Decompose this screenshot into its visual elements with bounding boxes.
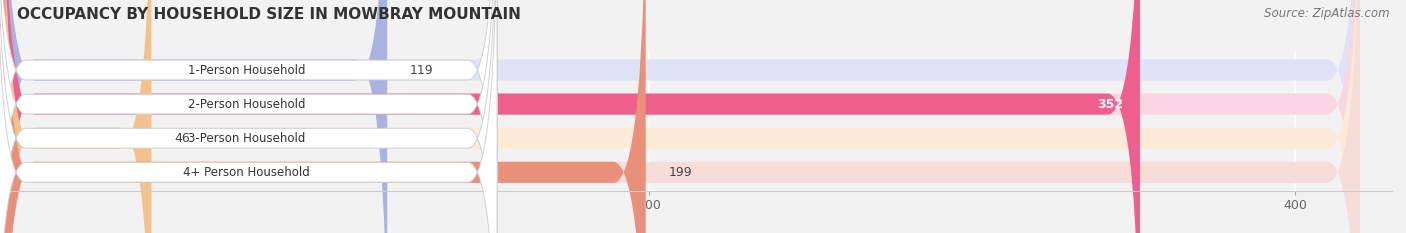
FancyBboxPatch shape: [0, 0, 498, 233]
FancyBboxPatch shape: [3, 0, 152, 233]
Text: 2-Person Household: 2-Person Household: [188, 98, 305, 111]
Text: 352: 352: [1098, 98, 1123, 111]
Text: 4+ Person Household: 4+ Person Household: [183, 166, 311, 179]
FancyBboxPatch shape: [3, 0, 1360, 233]
FancyBboxPatch shape: [3, 0, 1360, 233]
Text: 1-Person Household: 1-Person Household: [188, 64, 305, 76]
FancyBboxPatch shape: [3, 0, 1360, 233]
Text: 46: 46: [174, 132, 190, 145]
FancyBboxPatch shape: [0, 0, 498, 233]
Text: 199: 199: [668, 166, 692, 179]
FancyBboxPatch shape: [3, 0, 1360, 233]
FancyBboxPatch shape: [3, 0, 645, 233]
Text: OCCUPANCY BY HOUSEHOLD SIZE IN MOWBRAY MOUNTAIN: OCCUPANCY BY HOUSEHOLD SIZE IN MOWBRAY M…: [17, 7, 520, 22]
FancyBboxPatch shape: [0, 0, 498, 233]
FancyBboxPatch shape: [3, 0, 387, 233]
Text: Source: ZipAtlas.com: Source: ZipAtlas.com: [1264, 7, 1389, 20]
FancyBboxPatch shape: [3, 0, 1140, 233]
Text: 3-Person Household: 3-Person Household: [188, 132, 305, 145]
Text: 119: 119: [411, 64, 433, 76]
FancyBboxPatch shape: [0, 0, 498, 233]
